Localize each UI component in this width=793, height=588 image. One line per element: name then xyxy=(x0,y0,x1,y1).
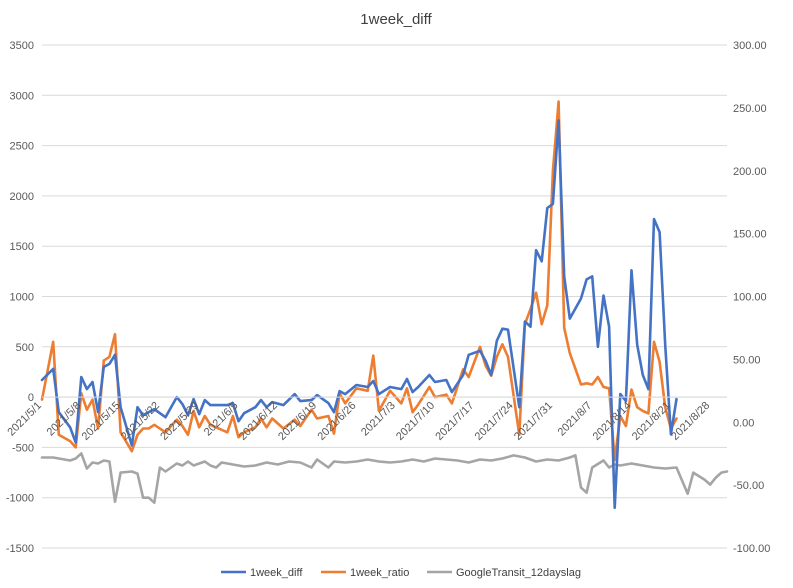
right-y-tick-label: 150.00 xyxy=(733,229,767,241)
right-y-tick-label: 250.00 xyxy=(733,103,767,115)
right-y-tick-label: 200.00 xyxy=(733,166,767,178)
series-line-GoogleTransit_12dayslag xyxy=(40,452,729,505)
legend-label: 1week_ratio xyxy=(350,567,409,579)
right-y-tick-label: -100.00 xyxy=(733,543,770,555)
left-y-tick-label: 2500 xyxy=(10,141,34,153)
legend-label: 1week_diff xyxy=(250,567,303,579)
x-tick-label: 2021/5/1 xyxy=(5,400,44,439)
right-y-tick-label: 300.00 xyxy=(733,40,767,52)
left-y-axis: 3500 3000 2500 2000 1500 1000 500 0 -500 -1000 -15… xyxy=(6,40,34,555)
left-y-tick-label: 3000 xyxy=(10,90,34,102)
x-tick-label: 2021/7/17 xyxy=(433,400,476,443)
legend: 1week_diff 1week_ratio GoogleTransit_12day… xyxy=(221,567,581,579)
legend-label: GoogleTransit_12dayslag xyxy=(456,567,581,579)
left-y-tick-label: 1000 xyxy=(10,292,34,304)
left-y-tick-label: 500 xyxy=(16,342,34,354)
left-y-tick-label: -1000 xyxy=(6,493,34,505)
left-y-tick-label: 0 xyxy=(28,392,34,404)
x-tick-label: 2021/8/7 xyxy=(556,400,595,439)
gridlines xyxy=(42,44,727,549)
chart-title: 1week_diff xyxy=(360,11,432,28)
right-y-tick-label: 50.00 xyxy=(733,354,761,366)
left-y-tick-label: 3500 xyxy=(10,40,34,52)
left-y-tick-label: -1500 xyxy=(6,543,34,555)
x-tick-label: 2021/5/29 xyxy=(158,400,201,443)
left-y-tick-label: 2000 xyxy=(10,191,34,203)
right-y-axis: 300.00 250.00 200.00 150.00 100.00 50.00 0.00 -… xyxy=(733,40,770,555)
left-y-tick-label: 1500 xyxy=(10,241,34,253)
right-y-tick-label: 0.00 xyxy=(733,417,754,429)
x-tick-label: 2021/7/24 xyxy=(473,400,516,443)
right-y-tick-label: -50.00 xyxy=(733,480,764,492)
series-line-1week_ratio xyxy=(40,100,678,462)
series-line-1week_diff xyxy=(40,119,678,510)
series-lines xyxy=(40,100,729,510)
right-y-tick-label: 100.00 xyxy=(733,292,767,304)
left-y-tick-label: -500 xyxy=(12,442,34,454)
